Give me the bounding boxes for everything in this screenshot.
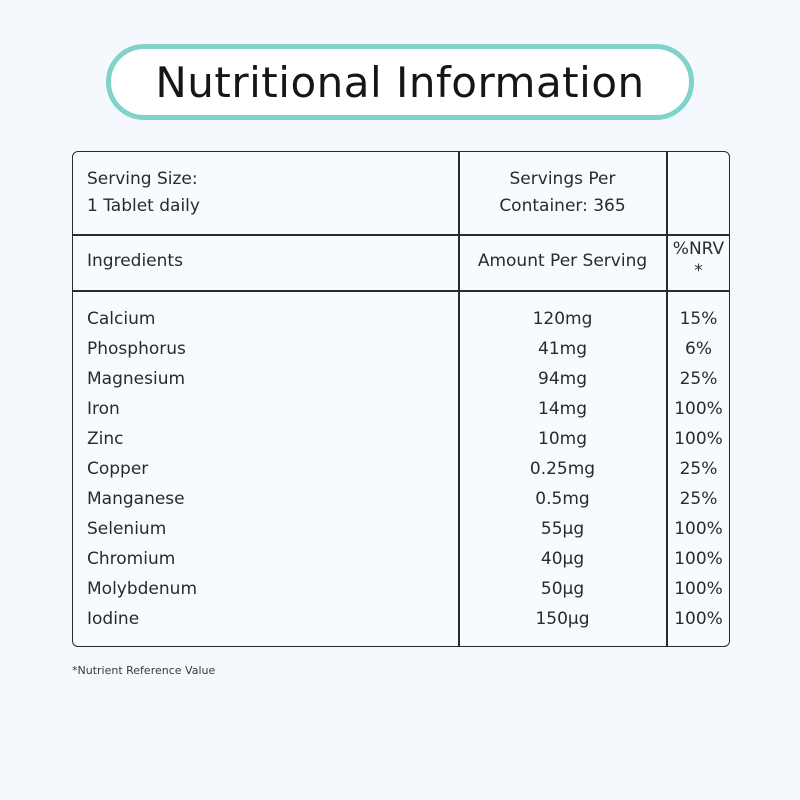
ingredient-name: Selenium (87, 519, 167, 539)
table-row: Iodine 150µg 100% (73, 604, 729, 634)
ingredient-nrv: 100% (674, 519, 723, 539)
ingredient-nrv: 6% (685, 339, 712, 359)
ingredient-nrv: 100% (674, 609, 723, 629)
servings-per-value: Container: 365 (499, 196, 626, 216)
nutrition-table: Serving Size: 1 Tablet daily Servings Pe… (72, 151, 730, 647)
ingredient-name: Copper (87, 459, 149, 479)
ingredient-amount: 40µg (540, 549, 585, 569)
ingredient-nrv: 25% (679, 459, 718, 479)
ingredient-amount: 55µg (540, 519, 585, 539)
ingredient-amount: 150µg (535, 609, 590, 629)
table-row: Magnesium 94mg 25% (73, 364, 729, 394)
header-nrv-asterisk: * (694, 261, 703, 281)
table-row: Iron 14mg 100% (73, 394, 729, 424)
ingredient-amount: 10mg (538, 429, 587, 449)
ingredient-amount: 14mg (538, 399, 587, 419)
ingredient-amount: 41mg (538, 339, 587, 359)
page-title: Nutritional Information (155, 57, 645, 107)
header-ingredients: Ingredients (87, 251, 183, 271)
table-row: Chromium 40µg 100% (73, 544, 729, 574)
ingredient-nrv: 25% (679, 369, 718, 389)
ingredient-name: Molybdenum (87, 579, 198, 599)
header-nrv-label: %NRV (672, 239, 725, 259)
ingredient-amount: 94mg (538, 369, 587, 389)
table-row: Zinc 10mg 100% (73, 424, 729, 454)
ingredient-name: Manganese (87, 489, 185, 509)
serving-size-value: 1 Tablet daily (87, 196, 200, 216)
ingredient-rows: Calcium 120mg 15% Phosphorus 41mg 6% Mag… (73, 304, 729, 634)
table-row: Molybdenum 50µg 100% (73, 574, 729, 604)
column-divider (666, 152, 668, 646)
ingredient-name: Phosphorus (87, 339, 186, 359)
ingredient-amount: 0.5mg (535, 489, 590, 509)
ingredient-nrv: 25% (679, 489, 718, 509)
servings-per-container-cell: Servings Per Container: 365 (459, 166, 666, 220)
row-divider (73, 290, 729, 292)
ingredient-nrv: 100% (674, 549, 723, 569)
table-row: Selenium 55µg 100% (73, 514, 729, 544)
footnote: *Nutrient Reference Value (72, 664, 216, 677)
header-nrv: %NRV * (667, 238, 730, 282)
row-divider (73, 234, 729, 236)
ingredient-nrv: 100% (674, 579, 723, 599)
ingredient-nrv: 100% (674, 399, 723, 419)
ingredient-name: Iodine (87, 609, 140, 629)
serving-size-label: Serving Size: (87, 169, 198, 189)
column-divider (458, 152, 460, 646)
ingredient-nrv: 15% (679, 309, 718, 329)
ingredient-amount: 50µg (540, 579, 585, 599)
table-row: Phosphorus 41mg 6% (73, 334, 729, 364)
ingredient-name: Calcium (87, 309, 156, 329)
ingredient-name: Zinc (87, 429, 124, 449)
table-row: Calcium 120mg 15% (73, 304, 729, 334)
table-row: Copper 0.25mg 25% (73, 454, 729, 484)
servings-per-label: Servings Per (509, 169, 616, 189)
ingredient-amount: 0.25mg (529, 459, 596, 479)
ingredient-name: Chromium (87, 549, 176, 569)
ingredient-amount: 120mg (532, 309, 593, 329)
ingredient-name: Magnesium (87, 369, 186, 389)
serving-size-cell: Serving Size: 1 Tablet daily (87, 166, 200, 220)
title-banner: Nutritional Information (106, 44, 694, 120)
header-amount-per-serving: Amount Per Serving (477, 251, 648, 271)
ingredient-nrv: 100% (674, 429, 723, 449)
ingredient-name: Iron (87, 399, 120, 419)
table-row: Manganese 0.5mg 25% (73, 484, 729, 514)
